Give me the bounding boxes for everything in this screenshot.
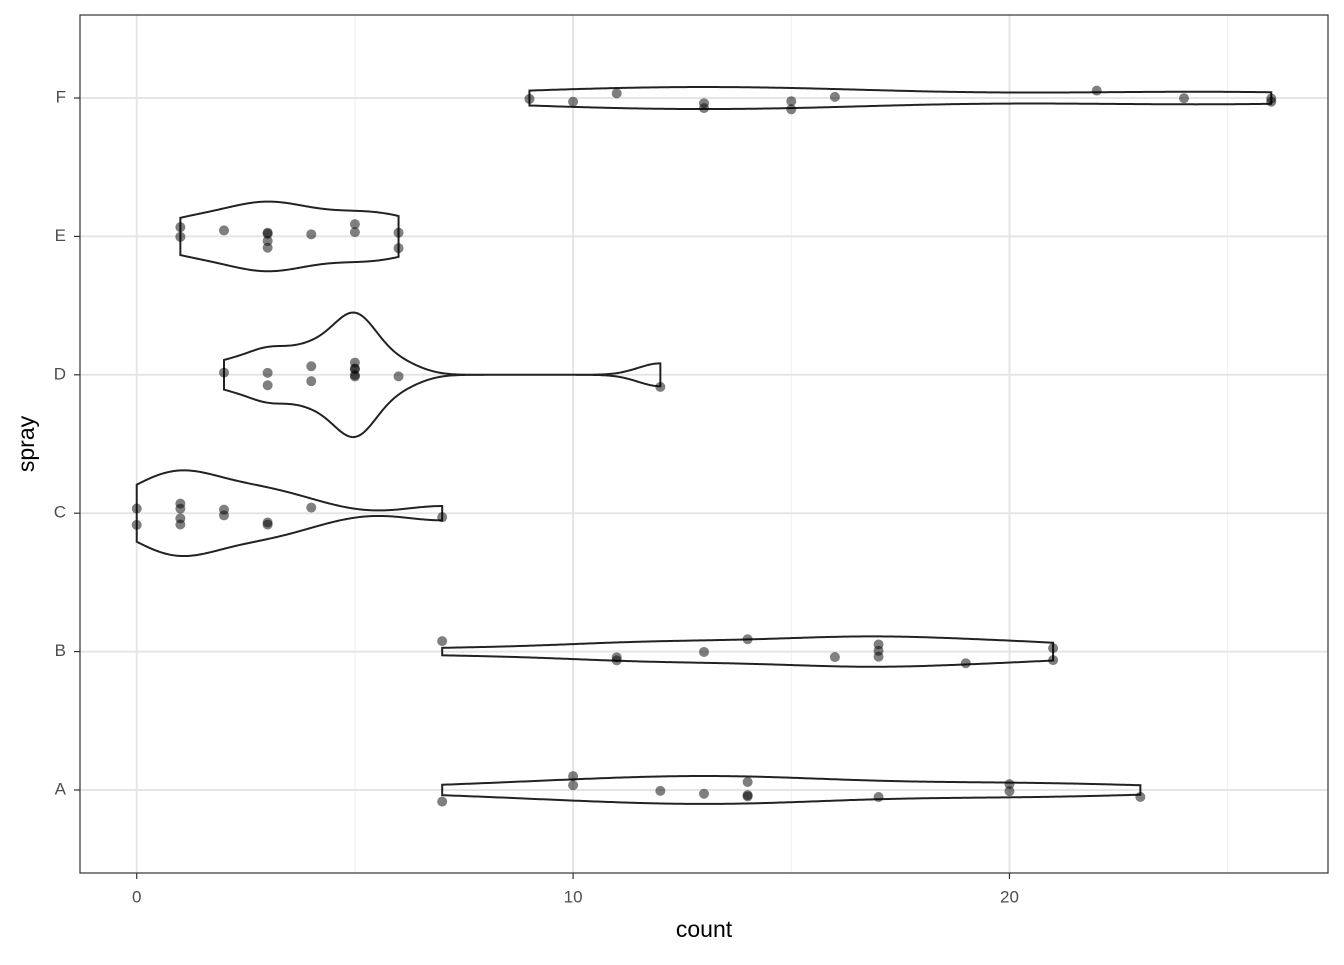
point (349, 370, 360, 381)
grid (80, 15, 1328, 873)
point (524, 93, 535, 104)
marks (131, 85, 1277, 807)
point (262, 228, 273, 239)
point (219, 225, 229, 236)
point (175, 222, 186, 233)
point (742, 790, 753, 801)
point (829, 91, 840, 102)
point (1266, 93, 1277, 104)
point (437, 796, 448, 807)
point (829, 652, 840, 663)
point (1048, 643, 1059, 654)
point (175, 498, 186, 509)
violin (179, 200, 400, 273)
point (262, 517, 273, 528)
point (262, 367, 273, 378)
point (437, 636, 448, 647)
y-tick-label: E (55, 226, 66, 245)
x-tick-label: 0 (132, 887, 141, 906)
y-tick-label: A (55, 779, 67, 798)
point (699, 98, 709, 109)
point (655, 381, 666, 392)
panel-border (79, 14, 1329, 874)
point (262, 380, 273, 391)
point (1091, 85, 1102, 96)
point (1004, 786, 1015, 797)
point (1004, 779, 1015, 790)
point (437, 512, 448, 523)
point (568, 96, 579, 107)
y-tick-label: C (54, 503, 66, 522)
point (786, 104, 797, 115)
point (393, 227, 404, 238)
point (393, 243, 404, 254)
x-axis-title: count (676, 916, 733, 942)
point (349, 227, 360, 238)
point (175, 231, 186, 242)
point (393, 371, 404, 382)
point (1135, 791, 1146, 802)
point (262, 235, 273, 246)
point (742, 634, 753, 645)
point (306, 229, 317, 240)
point (568, 780, 579, 791)
point (611, 88, 622, 99)
point (175, 519, 186, 530)
y-axis-title: spray (13, 415, 39, 472)
point (306, 361, 317, 372)
point (786, 96, 797, 107)
point (306, 376, 317, 387)
point (219, 367, 229, 378)
point (349, 219, 360, 230)
point (655, 785, 666, 796)
point (131, 503, 142, 514)
point (699, 788, 709, 799)
y-tick-label: B (55, 641, 66, 660)
x-tick-label: 20 (1000, 887, 1019, 906)
x-tick-label: 10 (564, 887, 583, 906)
point (219, 504, 229, 515)
point (131, 519, 142, 530)
point (960, 658, 971, 669)
point (742, 776, 753, 787)
point (873, 645, 884, 656)
point (611, 652, 622, 663)
point (306, 502, 317, 513)
point (1048, 655, 1059, 666)
point (1179, 93, 1189, 104)
point (873, 792, 884, 803)
y-tick-label: F (56, 88, 66, 107)
y-tick-label: D (54, 364, 66, 383)
point (699, 646, 709, 657)
point (568, 771, 579, 782)
